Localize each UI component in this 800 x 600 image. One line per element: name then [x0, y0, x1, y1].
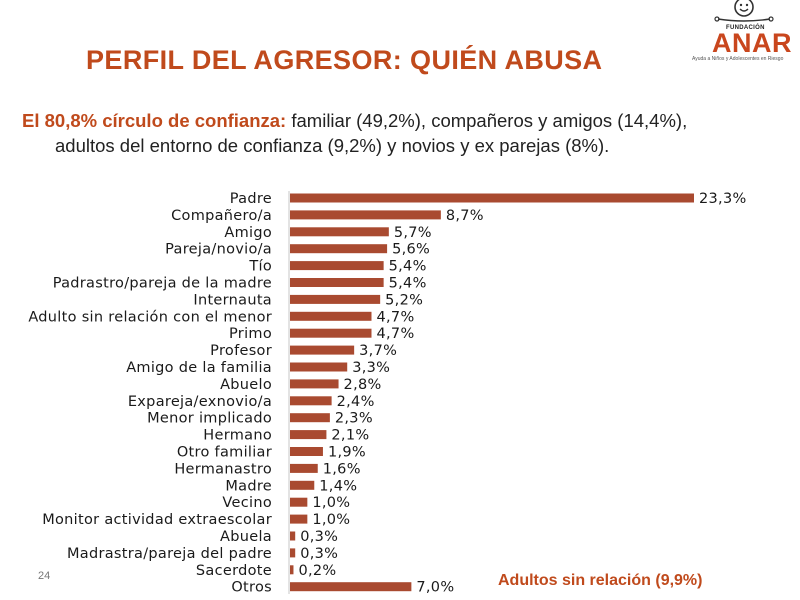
value-label-13: 2,3%: [335, 411, 373, 427]
category-label-0: Padre: [230, 191, 272, 207]
category-label-3: Pareja/novio/a: [165, 242, 272, 258]
value-label-9: 3,7%: [359, 343, 397, 359]
bar-22: [290, 565, 293, 574]
value-label-5: 5,4%: [389, 276, 427, 292]
bar-17: [290, 481, 314, 490]
category-label-17: Madre: [225, 478, 272, 494]
value-label-21: 0,3%: [300, 546, 338, 562]
bar-3: [290, 244, 387, 253]
bar-14: [290, 430, 326, 439]
category-label-16: Hermanastro: [174, 461, 272, 477]
unrelated-adults-note: Adultos sin relación (9,9%): [498, 572, 702, 590]
bar-19: [290, 515, 307, 524]
page-number: 24: [38, 570, 50, 582]
value-label-11: 2,8%: [344, 377, 382, 393]
bar-8: [290, 329, 371, 338]
value-label-19: 1,0%: [312, 512, 350, 528]
category-label-15: Otro familiar: [177, 445, 272, 461]
value-label-2: 5,7%: [394, 225, 432, 241]
aggressor-bar-chart: Padre 23,3% Compañero/a 8,7% Amigo 5,7% Pareja…: [0, 0, 800, 600]
category-label-14: Hermano: [203, 428, 272, 444]
bar-20: [290, 532, 295, 541]
value-label-16: 1,6%: [323, 461, 361, 477]
category-label-9: Profesor: [210, 343, 272, 359]
bar-5: [290, 278, 384, 287]
category-label-4: Tío: [248, 259, 272, 275]
bar-4: [290, 261, 384, 270]
category-label-12: Expareja/exnovio/a: [128, 394, 272, 410]
category-label-5: Padrastro/pareja de la madre: [53, 276, 272, 292]
bar-2: [290, 227, 389, 236]
value-label-0: 23,3%: [699, 191, 747, 207]
value-label-17: 1,4%: [319, 478, 357, 494]
value-label-3: 5,6%: [392, 242, 430, 258]
bar-9: [290, 346, 354, 355]
value-label-1: 8,7%: [446, 208, 484, 224]
category-label-19: Monitor actividad extraescolar: [42, 512, 272, 528]
bar-7: [290, 312, 371, 321]
category-label-8: Primo: [229, 326, 272, 342]
bar-0: [290, 194, 694, 203]
bar-1: [290, 210, 441, 219]
value-label-10: 3,3%: [352, 360, 390, 376]
bar-18: [290, 498, 307, 507]
value-label-18: 1,0%: [312, 495, 350, 511]
value-label-22: 0,2%: [298, 563, 336, 579]
bar-15: [290, 447, 323, 456]
category-label-18: Vecino: [222, 495, 272, 511]
bar-23: [290, 582, 411, 591]
value-label-23: 7,0%: [416, 580, 454, 596]
bar-13: [290, 413, 330, 422]
category-label-23: Otros: [231, 580, 272, 596]
category-label-22: Sacerdote: [196, 563, 272, 579]
value-label-20: 0,3%: [300, 529, 338, 545]
category-label-1: Compañero/a: [171, 208, 272, 224]
bar-11: [290, 379, 339, 388]
category-label-6: Internauta: [193, 292, 272, 308]
bar-16: [290, 464, 318, 473]
category-label-11: Abuelo: [220, 377, 272, 393]
value-label-14: 2,1%: [331, 428, 369, 444]
category-label-13: Menor implicado: [147, 411, 272, 427]
value-label-15: 1,9%: [328, 445, 366, 461]
value-label-4: 5,4%: [389, 259, 427, 275]
category-label-7: Adulto sin relación con el menor: [28, 309, 272, 325]
category-label-10: Amigo de la familia: [126, 360, 272, 376]
category-label-21: Madrastra/pareja del padre: [67, 546, 272, 562]
value-label-7: 4,7%: [376, 309, 414, 325]
category-label-2: Amigo: [224, 225, 272, 241]
category-label-20: Abuela: [220, 529, 272, 545]
bar-21: [290, 548, 295, 557]
bar-10: [290, 363, 347, 372]
value-label-12: 2,4%: [337, 394, 375, 410]
bar-12: [290, 396, 332, 405]
value-label-8: 4,7%: [376, 326, 414, 342]
bar-6: [290, 295, 380, 304]
value-label-6: 5,2%: [385, 292, 423, 308]
